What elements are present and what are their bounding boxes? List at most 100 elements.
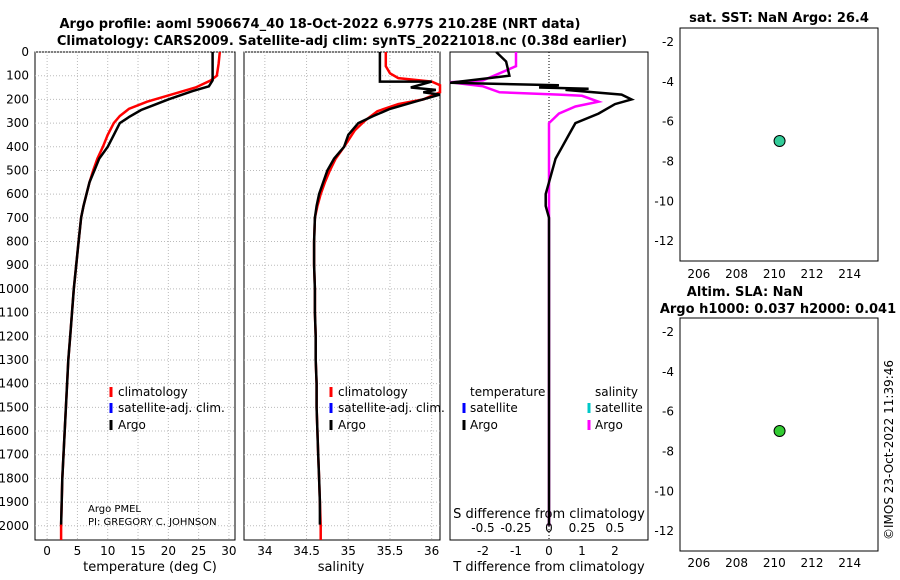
legend-temperature-heading: temperature	[470, 385, 545, 399]
depth-tick-1500: 1500	[0, 400, 29, 414]
legend-climatology: climatology	[338, 385, 408, 399]
imos-watermark: ©IMOS 23-Oct-2022 11:39:46	[882, 360, 896, 540]
sal-tick: 34.5	[293, 544, 320, 558]
sla-ytick: -12	[654, 524, 674, 538]
depth-tick-2000: 2000	[0, 519, 29, 533]
salinity-x-axis: 34 34.5 35 35.5 36	[257, 544, 439, 558]
temperature-panel-frame	[34, 51, 236, 541]
sst-panel-title: sat. SST: NaN Argo: 26.4	[689, 11, 869, 26]
depth-tick-1200: 1200	[0, 329, 29, 343]
temp-tick: 20	[161, 544, 176, 558]
temperature-x-axis: 0 5 10 15 20 25 30	[43, 544, 236, 558]
depth-tick-1600: 1600	[0, 424, 29, 438]
depth-tick-1000: 1000	[0, 282, 29, 296]
depth-tick-700: 700	[6, 211, 29, 225]
sla-xtick: 206	[687, 556, 710, 570]
temp-tick: 25	[191, 544, 206, 558]
s-difference-axis: -0.5 -0.25 0 0.25 0.5	[471, 521, 624, 535]
tdiff-tick: -1	[510, 544, 522, 558]
sla-ytick: -8	[662, 444, 674, 458]
header-line2: Climatology: CARS2009. Satellite-adj cli…	[57, 34, 627, 49]
depth-tick-400: 400	[6, 140, 29, 154]
depth-tick-1300: 1300	[0, 353, 29, 367]
legend-t-satellite: satellite	[470, 401, 518, 415]
legend-satellite: satellite-adj. clim.	[338, 401, 445, 415]
depth-axis: 0 100 200 300 400 500 600 700 800 900 10…	[0, 45, 29, 533]
sla-xtick: 212	[801, 556, 824, 570]
legend-argo: Argo	[118, 418, 146, 432]
temp-tick: 10	[100, 544, 115, 558]
depth-tick-800: 800	[6, 235, 29, 249]
depth-tick-1800: 1800	[0, 471, 29, 485]
gridlines	[35, 51, 440, 540]
sla-ytick: -2	[662, 325, 674, 339]
tdiff-tick: -2	[477, 544, 489, 558]
sdiff-tick: 0.25	[569, 521, 596, 535]
sla-ytick: -10	[654, 484, 674, 498]
depth-tick-200: 200	[6, 92, 29, 106]
legend-t-argo: Argo	[470, 418, 498, 432]
header-line1: Argo profile: aoml 5906674_40 18-Oct-202…	[60, 17, 581, 32]
depth-tick-600: 600	[6, 187, 29, 201]
sla-y-axis: -2 -4 -6 -8 -10 -12	[654, 325, 674, 538]
depth-tick-1100: 1100	[0, 306, 29, 320]
depth-tick-900: 900	[6, 258, 29, 272]
sst-y-axis: -2 -4 -6 -8 -10 -12	[654, 35, 674, 248]
sst-xtick: 206	[687, 267, 710, 281]
sla-profile-location-marker	[773, 425, 786, 438]
credit-line2: PI: GREGORY C. JOHNSON	[88, 517, 217, 528]
temp-tick: 5	[74, 544, 82, 558]
sdiff-tick: -0.25	[500, 521, 531, 535]
temperature-climatology-line	[59, 51, 222, 540]
credit-line1: Argo PMEL	[88, 504, 141, 515]
salinity-xlabel: salinity	[318, 560, 365, 575]
sst-ytick: -12	[654, 234, 674, 248]
sla-panel-subtitle: Argo h1000: 0.037 h2000: 0.041	[660, 302, 896, 317]
sst-x-axis: 206 208 210 212 214	[687, 267, 861, 281]
salinity-climatology-line	[312, 52, 442, 540]
sal-tick: 36	[424, 544, 439, 558]
legend-s-satellite: satellite	[595, 401, 643, 415]
temp-tick: 30	[221, 544, 236, 558]
sdiff-tick: -0.5	[471, 521, 494, 535]
depth-tick-1400: 1400	[0, 377, 29, 391]
legend-climatology: climatology	[118, 385, 188, 399]
sst-ytick: -10	[654, 194, 674, 208]
t-difference-xlabel: T difference from climatology	[452, 560, 645, 575]
sla-panel-title: Altim. SLA: NaN	[687, 285, 803, 300]
legend-satellite: satellite-adj. clim.	[118, 401, 225, 415]
temperature-difference-argo-line	[449, 51, 635, 526]
sla-xtick: 210	[763, 556, 786, 570]
legend-argo: Argo	[338, 418, 366, 432]
depth-tick-300: 300	[6, 116, 29, 130]
sst-panel-frame	[679, 27, 879, 262]
difference-x-axis: -2 -1 0 1 2	[477, 544, 619, 558]
depth-tick-100: 100	[6, 69, 29, 83]
temp-tick: 15	[130, 544, 145, 558]
tdiff-tick: 0	[545, 544, 553, 558]
difference-legend: temperature satellite Argo salinity sate…	[462, 385, 643, 432]
temperature-xlabel: temperature (deg C)	[83, 560, 217, 575]
sla-ytick: -4	[662, 365, 674, 379]
legend-s-argo: Argo	[595, 418, 623, 432]
depth-tick-500: 500	[6, 163, 29, 177]
sst-xtick: 212	[801, 267, 824, 281]
sst-xtick: 208	[725, 267, 748, 281]
sal-tick: 35.5	[377, 544, 404, 558]
temp-tick: 0	[43, 544, 51, 558]
sst-ytick: -4	[662, 75, 674, 89]
sla-ytick: -6	[662, 405, 674, 419]
temperature-legend: climatology satellite-adj. clim. Argo	[109, 385, 225, 432]
sst-ytick: -8	[662, 154, 674, 168]
sal-tick: 34	[257, 544, 272, 558]
sla-x-axis: 206 208 210 212 214	[687, 556, 861, 570]
sst-ytick: -6	[662, 115, 674, 129]
tdiff-tick: 2	[611, 544, 619, 558]
temperature-argo-line	[59, 52, 214, 525]
depth-tick-1700: 1700	[0, 448, 29, 462]
sst-profile-location-marker	[773, 135, 786, 148]
sst-xtick: 210	[763, 267, 786, 281]
salinity-panel-frame	[243, 51, 441, 541]
salinity-argo-line	[312, 52, 441, 525]
